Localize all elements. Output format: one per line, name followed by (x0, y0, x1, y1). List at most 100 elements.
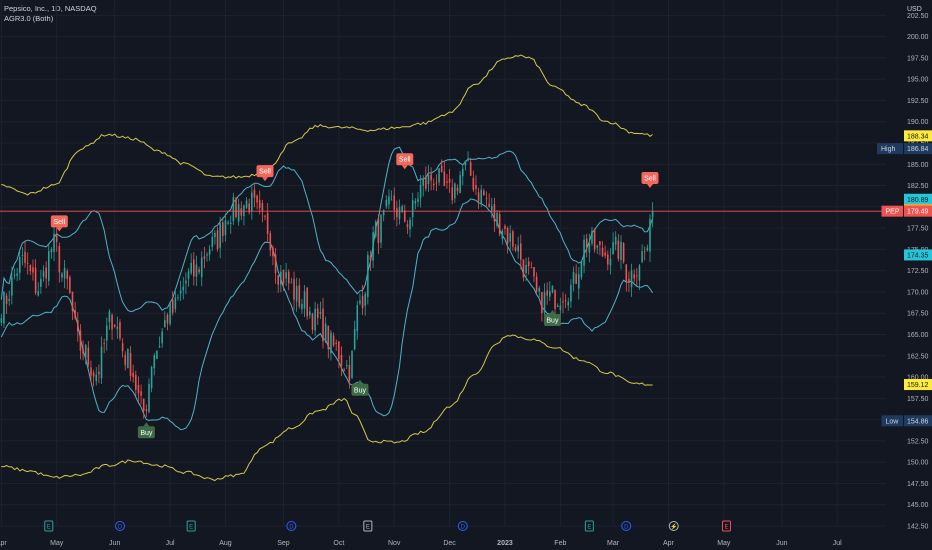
candle-body (156, 350, 158, 360)
candle-body (90, 367, 92, 376)
candle-body (369, 255, 372, 261)
price-tag: 174.35 (904, 249, 932, 261)
envelope-lines (1, 54, 653, 482)
event-markers: E D E D E D E D ⚡ E (44, 520, 731, 532)
candle-body (364, 293, 367, 306)
candle-body (401, 205, 403, 213)
marker-shape (186, 520, 196, 532)
candle-body (456, 187, 459, 192)
candle-body (195, 264, 198, 277)
signal-box (50, 215, 68, 228)
sell-signal: Sell (396, 153, 414, 170)
y-tick-label: 142.50 (907, 524, 929, 531)
dividend-marker: D (286, 521, 297, 531)
candle-body (243, 205, 245, 217)
y-tick-label: 162.50 (907, 353, 929, 360)
candle-body (222, 222, 224, 236)
candle-body (591, 230, 593, 244)
candle-body (314, 308, 316, 331)
grid (0, 0, 886, 527)
candle-body (535, 276, 538, 292)
candle-body (367, 254, 369, 297)
candle-body (625, 264, 628, 282)
candle-body (493, 204, 496, 222)
candle-body (148, 383, 150, 413)
candle-body (475, 185, 477, 189)
candle-body (638, 265, 641, 281)
candle-body (190, 262, 192, 274)
price-tag-label-box (881, 205, 903, 217)
marker-label: ⚡ (670, 522, 677, 530)
candle-body (103, 343, 105, 345)
candle-body (106, 325, 108, 341)
candle-body (498, 214, 501, 235)
candle-body (53, 233, 55, 252)
y-tick-label: 160.00 (907, 375, 929, 382)
marker-label: E (587, 524, 591, 530)
y-tick-label: 145.00 (907, 502, 929, 509)
candle-body (451, 187, 454, 201)
currency-label: USD (907, 6, 922, 13)
candle-body (388, 196, 390, 205)
candle-body (596, 245, 599, 248)
candle-body (525, 264, 527, 273)
candle-body (411, 200, 414, 218)
candle-body (506, 227, 509, 244)
candle-body (348, 364, 351, 381)
signal-box (256, 165, 274, 178)
candle-body (21, 255, 24, 257)
candle-body (504, 225, 506, 230)
candle-body (277, 275, 279, 285)
candle-body (111, 314, 113, 330)
candle-body (414, 200, 417, 204)
candle-body (522, 259, 525, 278)
price-tag-value: 179.49 (907, 209, 929, 216)
candle-body (343, 369, 345, 371)
candle-body (527, 261, 530, 267)
earnings-marker: E (186, 520, 196, 532)
candle-body (641, 251, 643, 262)
candle-body (614, 236, 617, 245)
candle-body (116, 326, 119, 330)
candle-body (124, 354, 127, 366)
candle-body (556, 305, 559, 308)
candle-body (330, 332, 332, 354)
candle-body (24, 251, 26, 263)
candle-body (562, 301, 564, 303)
candle-body (570, 284, 572, 302)
candle-body (309, 311, 311, 316)
candle-body (374, 221, 377, 237)
candle-body (166, 315, 169, 324)
candle-body (382, 209, 385, 216)
y-tick-label: 190.00 (907, 119, 929, 126)
candle-body (269, 233, 272, 251)
candle-body (5, 295, 8, 304)
price-tag-value: 174.35 (907, 252, 929, 259)
price-tag-box (904, 143, 932, 155)
candle-body (607, 254, 609, 265)
marker-shape (44, 520, 54, 532)
y-tick-label: 192.50 (907, 98, 929, 105)
candle-body (427, 175, 430, 185)
candle-body (285, 272, 287, 279)
candle-body (211, 237, 214, 247)
y-tick-label: 185.00 (907, 162, 929, 169)
candle-body (324, 323, 327, 343)
price-tag-label: PEP (886, 209, 900, 216)
price-tag-box (904, 130, 932, 142)
y-tick-label: 177.50 (907, 226, 929, 233)
signal-pointer (549, 309, 556, 314)
x-tick-label: Nov (388, 540, 401, 547)
candle-body (142, 399, 145, 411)
candle-body (464, 161, 467, 166)
candle-body (406, 224, 409, 227)
price-tag-value: 180.89 (907, 197, 929, 204)
candle-body (47, 251, 50, 281)
x-tick-label: Apr (663, 540, 675, 547)
candle-body (79, 330, 82, 351)
candle-body (37, 291, 40, 296)
marker-label: D (289, 524, 294, 530)
candle-body (585, 238, 588, 248)
price-tag-box (904, 193, 932, 205)
